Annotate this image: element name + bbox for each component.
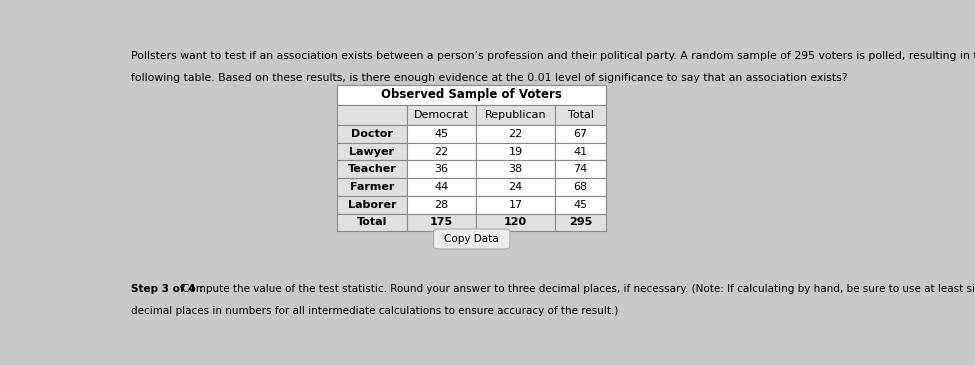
Text: 74: 74: [573, 164, 588, 174]
Bar: [555, 214, 606, 231]
Bar: [337, 178, 407, 196]
Bar: [555, 105, 606, 125]
Text: Total: Total: [567, 110, 594, 120]
Text: 22: 22: [435, 147, 449, 157]
Text: 38: 38: [509, 164, 523, 174]
Text: Doctor: Doctor: [351, 129, 393, 139]
Text: Compute the value of the test statistic. Round your answer to three decimal plac: Compute the value of the test statistic.…: [182, 284, 975, 294]
Bar: [407, 105, 476, 125]
Text: following table. Based on these results, is there enough evidence at the 0.01 le: following table. Based on these results,…: [131, 73, 847, 83]
Text: 120: 120: [504, 218, 527, 227]
Bar: [407, 143, 476, 161]
Text: 24: 24: [508, 182, 523, 192]
Text: Step 3 of 4 :: Step 3 of 4 :: [131, 284, 207, 294]
FancyBboxPatch shape: [434, 229, 510, 249]
Text: 175: 175: [430, 218, 453, 227]
Bar: [337, 85, 606, 105]
Bar: [476, 105, 555, 125]
Text: Farmer: Farmer: [350, 182, 394, 192]
Text: Laborer: Laborer: [348, 200, 396, 210]
Bar: [476, 214, 555, 231]
Text: 67: 67: [573, 129, 588, 139]
Text: 68: 68: [573, 182, 588, 192]
Text: Republican: Republican: [485, 110, 546, 120]
Text: Total: Total: [357, 218, 387, 227]
Text: 28: 28: [435, 200, 449, 210]
Text: 44: 44: [435, 182, 449, 192]
Bar: [337, 196, 407, 214]
Bar: [476, 196, 555, 214]
Bar: [337, 125, 407, 143]
Text: 45: 45: [573, 200, 588, 210]
Text: 17: 17: [509, 200, 523, 210]
Text: 45: 45: [435, 129, 449, 139]
Text: Lawyer: Lawyer: [349, 147, 395, 157]
Text: decimal places in numbers for all intermediate calculations to ensure accuracy o: decimal places in numbers for all interm…: [131, 306, 618, 316]
Bar: [476, 161, 555, 178]
Bar: [337, 105, 407, 125]
Text: 41: 41: [573, 147, 588, 157]
Bar: [555, 125, 606, 143]
Bar: [476, 143, 555, 161]
Bar: [555, 178, 606, 196]
Bar: [407, 214, 476, 231]
Text: Teacher: Teacher: [348, 164, 397, 174]
Bar: [337, 214, 407, 231]
Bar: [555, 143, 606, 161]
Text: 19: 19: [509, 147, 523, 157]
Text: Pollsters want to test if an association exists between a person’s profession an: Pollsters want to test if an association…: [131, 51, 975, 61]
Text: Copy Data: Copy Data: [445, 234, 499, 244]
Text: 295: 295: [569, 218, 592, 227]
Text: 22: 22: [508, 129, 523, 139]
Bar: [337, 161, 407, 178]
Bar: [407, 125, 476, 143]
Bar: [407, 196, 476, 214]
Bar: [555, 196, 606, 214]
Bar: [407, 161, 476, 178]
Bar: [476, 125, 555, 143]
Bar: [555, 161, 606, 178]
Bar: [337, 143, 407, 161]
Bar: [476, 178, 555, 196]
Text: Observed Sample of Voters: Observed Sample of Voters: [381, 88, 563, 101]
Text: Democrat: Democrat: [414, 110, 469, 120]
Text: 36: 36: [435, 164, 449, 174]
Bar: [407, 178, 476, 196]
